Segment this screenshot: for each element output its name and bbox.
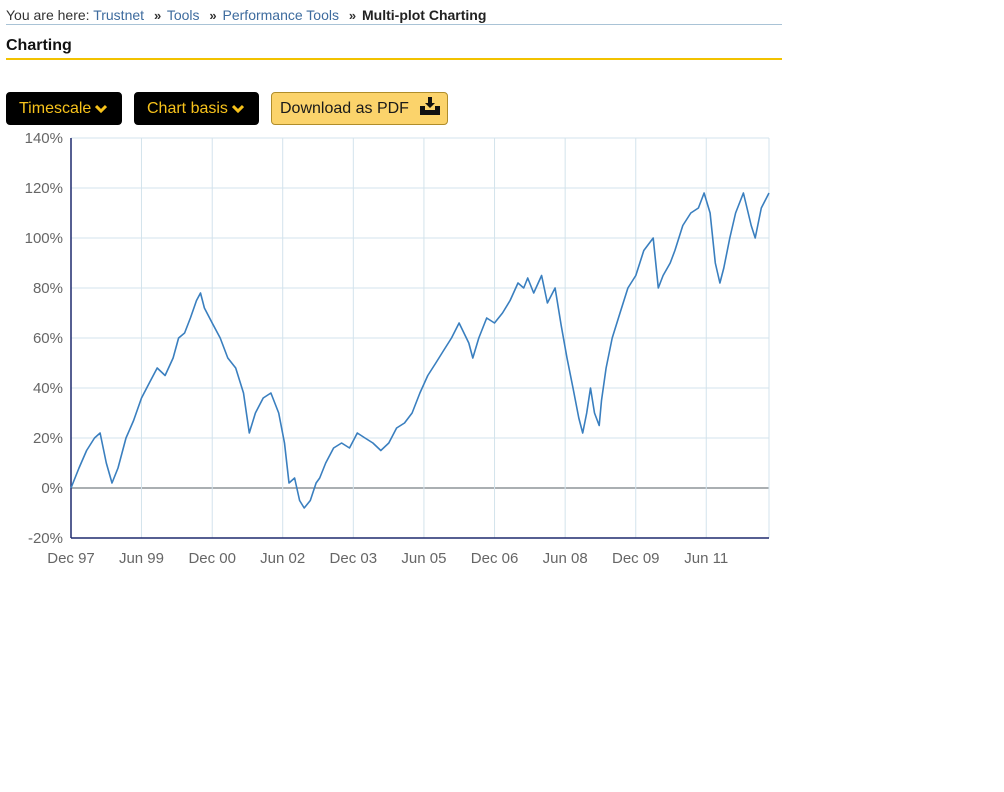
x-tick-label: Jun 11 (684, 550, 728, 567)
breadcrumb-current: Multi-plot Charting (362, 7, 487, 23)
download-pdf-button[interactable]: Download as PDF (271, 92, 448, 125)
y-tick-label: 40% (33, 380, 63, 397)
breadcrumb-link-trustnet[interactable]: Trustnet (93, 7, 145, 23)
y-tick-label: 120% (25, 180, 63, 197)
breadcrumb-prefix: You are here: (6, 7, 90, 23)
series-line (70, 192, 770, 509)
x-tick-label: Jun 02 (260, 550, 305, 567)
chart-basis-button[interactable]: Chart basis (134, 92, 259, 125)
x-tick-label: Dec 09 (612, 550, 660, 567)
breadcrumb-link-tools[interactable]: Tools (166, 7, 200, 23)
y-tick-label: -20% (28, 530, 63, 547)
chart-basis-label: Chart basis (147, 100, 228, 117)
section-title: Charting (6, 37, 782, 60)
y-tick-label: 20% (33, 430, 63, 447)
x-tick-label: Dec 03 (330, 550, 378, 567)
y-tick-label: 60% (33, 330, 63, 347)
breadcrumb-separator-icon: » (348, 8, 357, 23)
download-tray-icon (419, 97, 440, 115)
breadcrumb-link-performance-tools[interactable]: Performance Tools (222, 7, 339, 23)
x-tick-label: Jun 08 (543, 550, 588, 567)
timescale-label: Timescale (19, 100, 92, 117)
breadcrumb-separator-icon: » (209, 8, 217, 23)
download-pdf-label: Download as PDF (280, 100, 409, 117)
chevron-down-icon (231, 104, 244, 114)
y-tick-label: 140% (25, 130, 63, 147)
timescale-button[interactable]: Timescale (6, 92, 122, 125)
y-tick-label: 80% (33, 280, 63, 297)
performance-chart: 140% 120% 100% 80% 60% 40% 20% 0% -20% Dec 97 Jun … (25, 130, 770, 567)
x-tick-label: Dec 00 (188, 550, 236, 567)
x-tick-label: Jun 99 (119, 550, 164, 567)
breadcrumb-separator-icon: » (153, 8, 162, 23)
breadcrumb: You are here: Trustnet » Tools » Perform… (6, 7, 782, 25)
x-tick-label: Dec 06 (471, 550, 519, 567)
y-tick-label: 0% (41, 480, 63, 497)
x-tick-label: Dec 97 (47, 550, 95, 567)
chevron-down-icon (95, 104, 108, 114)
x-tick-label: Jun 05 (401, 550, 446, 567)
y-tick-label: 100% (25, 230, 63, 247)
